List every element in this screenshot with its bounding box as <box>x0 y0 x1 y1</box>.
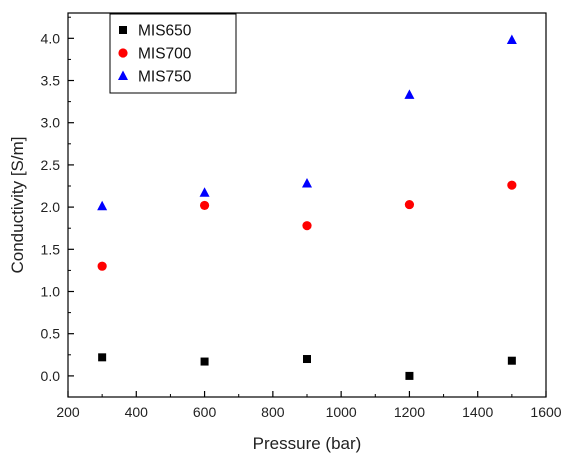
data-point-mis750 <box>97 200 108 211</box>
x-axis-title: Pressure (bar) <box>253 434 362 453</box>
y-tick-label: 0.0 <box>41 368 61 384</box>
data-point-mis700 <box>302 221 312 231</box>
y-tick-label: 1.0 <box>41 284 61 300</box>
y-axis-title: Conductivity [S/m] <box>8 137 27 274</box>
x-axis: 200 400 600 800 1000 1200 1400 1600 <box>56 391 562 420</box>
data-point-mis700 <box>97 261 107 271</box>
data-point-mis750 <box>302 177 312 188</box>
data-point-mis700 <box>507 180 517 190</box>
x-tick-label: 600 <box>193 404 217 420</box>
x-tick-label: 1200 <box>394 404 425 420</box>
data-point-mis650 <box>405 371 414 380</box>
y-tick-label: 2.0 <box>41 199 61 215</box>
x-tick-label: 1400 <box>462 404 493 420</box>
legend-box <box>109 13 237 94</box>
data-point-mis650 <box>507 356 516 365</box>
legend-marker-mis750 <box>118 70 128 80</box>
y-tick-label: 3.0 <box>41 115 61 131</box>
data-point-mis700 <box>199 200 210 211</box>
x-tick-label: 200 <box>56 404 80 420</box>
x-tick-label: 400 <box>125 404 149 420</box>
y-tick-label: 3.5 <box>41 73 61 89</box>
data-point-mis650 <box>200 357 209 366</box>
legend-label: MIS700 <box>138 46 192 63</box>
plot-marks <box>97 34 517 380</box>
data-point-mis750 <box>404 89 415 99</box>
x-tick-label: 800 <box>261 404 285 420</box>
legend-marker-mis650 <box>119 26 127 34</box>
x-tick-label: 1600 <box>530 404 561 420</box>
legend-label: MIS650 <box>138 23 192 40</box>
data-point-mis750 <box>506 34 517 45</box>
data-point-mis650 <box>98 353 107 362</box>
legend: MIS650 MIS700 MIS750 <box>109 13 237 94</box>
y-tick-label: 2.5 <box>41 157 61 173</box>
y-tick-label: 4.0 <box>41 30 61 46</box>
x-tick-label: 1000 <box>326 404 357 420</box>
legend-label: MIS750 <box>138 69 192 86</box>
data-point-mis700 <box>404 199 415 210</box>
y-axis: 0.0 0.5 1.0 1.5 2.0 2.5 3.0 3.5 4.0 <box>41 16 74 384</box>
legend-marker-mis700 <box>118 48 128 58</box>
data-point-mis750 <box>199 187 210 197</box>
y-tick-label: 1.5 <box>41 241 61 257</box>
y-tick-label: 0.5 <box>41 326 61 342</box>
data-point-mis650 <box>303 355 311 364</box>
